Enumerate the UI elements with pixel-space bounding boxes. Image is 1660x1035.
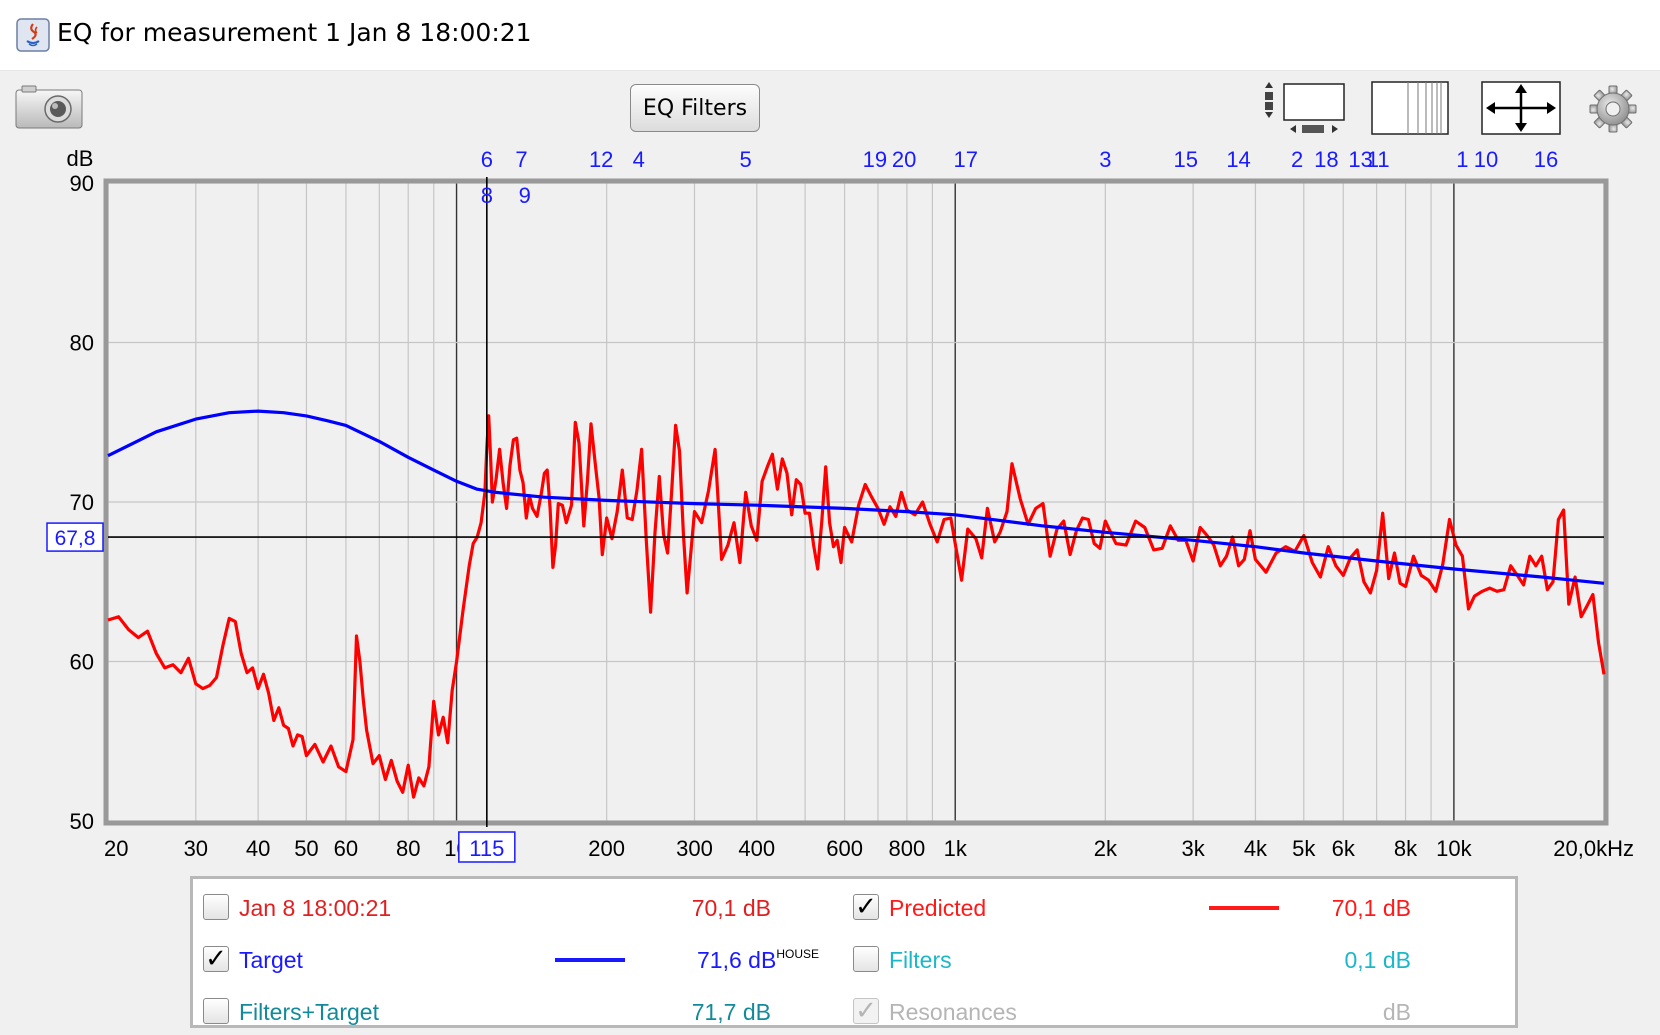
legend-label-jan-8-18-00-21: Jan 8 18:00:21 xyxy=(239,895,392,921)
checkbox-filters-target[interactable] xyxy=(203,998,229,1024)
cursor-layer[interactable] xyxy=(108,177,1604,827)
filter-marker[interactable]: 19 xyxy=(863,147,887,172)
checkbox-resonances: ✓ xyxy=(853,998,879,1024)
filter-marker[interactable]: 18 xyxy=(1314,147,1338,172)
series-layer xyxy=(107,409,1606,799)
checkbox-filters[interactable] xyxy=(853,946,879,972)
x-tick-label: 20,0kHz xyxy=(1553,836,1634,861)
filter-marker[interactable]: 2 xyxy=(1291,147,1303,172)
filter-marker[interactable]: 8 xyxy=(481,183,493,208)
x-tick-label: 8k xyxy=(1394,836,1418,861)
x-tick-label: 1k xyxy=(944,836,968,861)
x-tick-label: 6k xyxy=(1332,836,1356,861)
horizontal-zoom-icon[interactable] xyxy=(1370,80,1450,136)
legend-label-predicted: Predicted xyxy=(889,895,987,921)
filter-marker[interactable]: 7 xyxy=(515,147,527,172)
x-tick-label: 5k xyxy=(1292,836,1316,861)
filter-marker[interactable]: 5 xyxy=(740,147,752,172)
eq-frequency-chart[interactable]: 90 80 70 60 50 67,8 20 30 40 50 60 80 10 200 300 400 60… xyxy=(0,140,1660,870)
cursor-y-readout: 67,8 xyxy=(55,527,96,550)
gear-icon[interactable] xyxy=(1588,84,1638,134)
x-tick-label: 40 xyxy=(246,836,270,861)
filter-marker[interactable]: 12 xyxy=(589,147,613,172)
x-tick-label: 200 xyxy=(588,836,625,861)
filter-marker[interactable]: 4 xyxy=(633,147,645,172)
legend-line-swatch xyxy=(1209,906,1279,910)
plot-frame xyxy=(103,178,1609,826)
filter-marker[interactable]: 16 xyxy=(1534,147,1558,172)
legend-label-target: Target xyxy=(239,947,303,973)
cursor-x-readout-box xyxy=(458,831,516,863)
x-tick-label: 600 xyxy=(826,836,863,861)
filter-marker[interactable]: 14 xyxy=(1226,147,1250,172)
y-tick-label: 70 xyxy=(70,490,94,515)
legend-row: ✓ Target 71,6 dBHOUSE Filters 0,1 dB xyxy=(193,937,1515,981)
y-tick-label: 60 xyxy=(70,650,94,675)
series-line-target xyxy=(107,409,1605,585)
legend-line-swatch xyxy=(555,958,625,962)
camera-icon[interactable] xyxy=(14,84,84,132)
filter-marker[interactable]: 17 xyxy=(954,147,978,172)
legend-value-filters-target: 71,7 dB xyxy=(691,999,771,1025)
y-tick-labels: 90 80 70 60 50 67,8 xyxy=(46,171,104,834)
x-tick-label: 800 xyxy=(889,836,926,861)
filter-marker[interactable]: 10 xyxy=(1474,147,1498,172)
filter-marker[interactable]: 13 xyxy=(1348,147,1372,172)
window-title: EQ for measurement 1 Jan 8 18:00:21 xyxy=(57,18,532,47)
filter-marker[interactable]: 3 xyxy=(1099,147,1111,172)
x-tick-label: 80 xyxy=(396,836,420,861)
x-tick-label: 60 xyxy=(334,836,358,861)
filter-marker[interactable]: 20 xyxy=(892,147,916,172)
x-tick-label: 2k xyxy=(1094,836,1118,861)
legend-row: Jan 8 18:00:21 70,1 dB ✓ Predicted 70,1 dB xyxy=(193,885,1515,929)
checkbox-predicted[interactable]: ✓ xyxy=(853,894,879,920)
x-tick-label: 300 xyxy=(676,836,713,861)
legend-value-filters: 0,1 dB xyxy=(1344,947,1412,973)
x-tick-label: 400 xyxy=(738,836,775,861)
legend-value-resonances: dB xyxy=(1382,999,1411,1025)
filter-marker[interactable]: 9 xyxy=(519,183,531,208)
x-tick-label: 4k xyxy=(1244,836,1268,861)
checkbox-jan-8-18-00-21[interactable] xyxy=(203,894,229,920)
y-axis-unit: dB xyxy=(67,146,94,171)
checkbox-target[interactable]: ✓ xyxy=(203,946,229,972)
y-gridlines xyxy=(108,182,1604,822)
cursor-x-readout: 115 xyxy=(469,836,504,861)
title-bar: EQ for measurement 1 Jan 8 18:00:21 xyxy=(0,0,1660,71)
legend-label-filters: Filters xyxy=(889,947,952,973)
java-app-icon xyxy=(16,18,50,52)
legend-value-predicted: 70,1 dB xyxy=(1331,895,1411,921)
filter-marker[interactable]: 15 xyxy=(1174,147,1198,172)
legend-row: Filters+Target 71,7 dB ✓ Resonances dB xyxy=(193,989,1515,1033)
y-tick-label: 90 xyxy=(70,171,94,196)
filter-marker[interactable]: 6 xyxy=(481,147,493,172)
legend-label-resonances: Resonances xyxy=(889,999,1017,1025)
x-tick-label: 20 xyxy=(104,836,128,861)
filter-marker[interactable]: 11 xyxy=(1367,147,1390,172)
x-tick-label: 10k xyxy=(1436,836,1472,861)
series-line-predicted xyxy=(107,414,1606,799)
x-tick-labels: 20 30 40 50 60 80 10 200 300 400 600 800 1k 2k 3k 4k 5k 6… xyxy=(104,831,1634,863)
fit-arrows-icon[interactable] xyxy=(1480,80,1562,136)
x-tick-label: 3k xyxy=(1182,836,1206,861)
legend-value-target: 71,6 dBHOUSE xyxy=(697,947,819,973)
y-tick-label: 50 xyxy=(70,809,94,834)
x-tick-label: 50 xyxy=(294,836,318,861)
cursor-y-readout-box xyxy=(46,522,104,552)
legend-value-jan-8-18-00-21: 70,1 dB xyxy=(691,895,771,921)
vertical-zoom-icon[interactable] xyxy=(1260,80,1346,136)
legend-label-filters-target: Filters+Target xyxy=(239,999,379,1025)
filter-marker[interactable]: 1 xyxy=(1456,147,1468,172)
y-tick-label: 80 xyxy=(70,331,94,356)
x-tick-label: 30 xyxy=(184,836,208,861)
legend-value-superscript: HOUSE xyxy=(776,947,819,961)
eq-filters-button[interactable]: EQ Filters xyxy=(630,84,760,132)
legend-panel: Jan 8 18:00:21 70,1 dB ✓ Predicted 70,1 dB ✓ T… xyxy=(190,876,1518,1028)
